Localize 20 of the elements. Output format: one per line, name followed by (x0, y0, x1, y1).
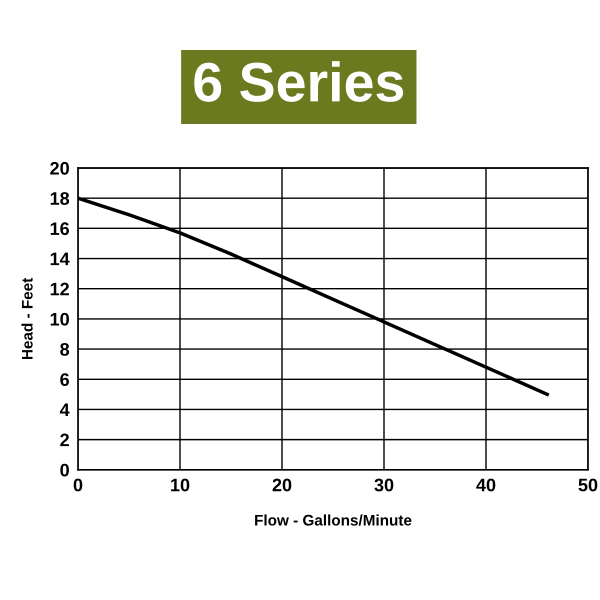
x-tick-label: 50 (578, 478, 598, 492)
y-tick-label: 16 (50, 222, 70, 236)
x-axis-title: Flow - Gallons/Minute (255, 514, 412, 526)
y-tick-label: 2 (60, 434, 69, 446)
y-tick-label: 12 (50, 282, 69, 296)
x-tick-label: 30 (374, 478, 394, 492)
x-tick-label: 0 (74, 478, 82, 492)
chart-title: 6 Series (194, 61, 404, 102)
y-tick-label: 18 (50, 192, 70, 205)
x-tick-label: 40 (476, 478, 496, 492)
y-tick-label: 0 (60, 464, 69, 477)
y-tick-label: 14 (50, 252, 70, 266)
x-tick-label: 10 (171, 478, 190, 492)
y-tick-label: 10 (50, 312, 69, 326)
x-tick-label: 20 (272, 478, 292, 492)
y-axis-title: Head - Feet (21, 278, 33, 360)
y-tick-label: 20 (50, 162, 69, 175)
y-tick-label: 8 (60, 343, 70, 356)
y-tick-label: 6 (60, 373, 70, 386)
y-tick-label: 4 (60, 404, 70, 416)
